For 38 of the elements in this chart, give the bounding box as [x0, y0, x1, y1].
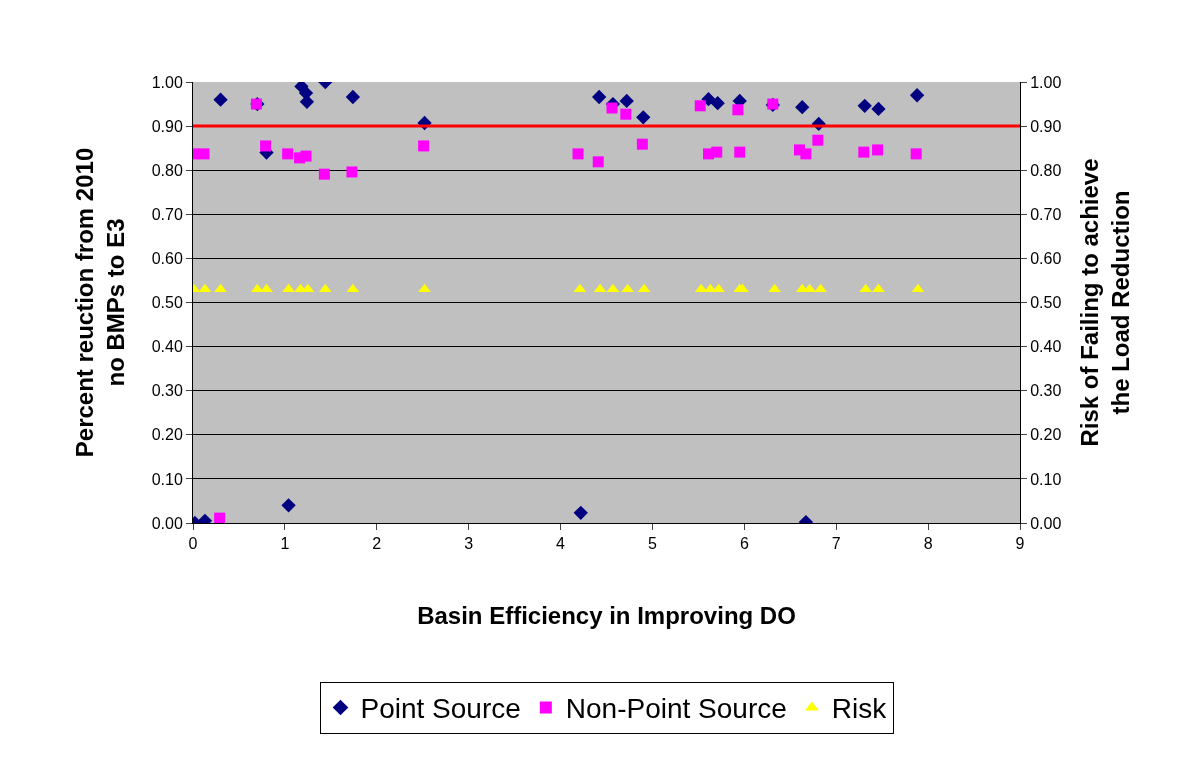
x-tick-label: 4	[556, 535, 566, 553]
y-tick-label: 0.50	[151, 294, 183, 312]
y2-tick-label: 0.50	[1030, 294, 1062, 312]
y2-tick-label: 0.10	[1030, 470, 1062, 488]
y-tick-label: 0.90	[151, 117, 183, 135]
x-tick-label: 5	[647, 535, 657, 553]
y-tick-label: 0.00	[151, 514, 183, 532]
y2-tick-label: 0.80	[1030, 161, 1062, 179]
y2-tick-label: 0.30	[1030, 382, 1062, 400]
y2-axis-title: Risk of Failing to achieve the Load Reduction	[1075, 158, 1134, 447]
y-tick-label: 0.10	[151, 470, 183, 488]
x-tick-label: 2	[372, 535, 382, 553]
y2-tick-label: 0.20	[1030, 426, 1062, 444]
x-tick-label: 3	[464, 535, 474, 553]
x-tick-label: 1	[280, 535, 290, 553]
y2-tick-label: 1.00	[1030, 73, 1062, 91]
y-tick-label: 0.40	[151, 338, 183, 356]
legend-label: Point Source	[360, 693, 521, 725]
y2-tick-label: 0.60	[1030, 250, 1062, 267]
x-tick-label: 7	[831, 535, 841, 553]
y-tick-label: 0.60	[151, 250, 183, 267]
y-tick-label: 1.00	[151, 73, 183, 91]
x-tick-label: 8	[923, 535, 933, 553]
y-tick-label: 0.80	[151, 161, 183, 179]
y2-tick-label: 0.00	[1030, 514, 1062, 532]
x-axis-title: Basin Efficiency in Improving DO	[417, 601, 796, 629]
x-tick-label: 6	[739, 535, 749, 553]
x-tick-label: 9	[1015, 535, 1025, 553]
legend-label: Non-Point Source	[565, 693, 787, 725]
x-tick-label: 0	[188, 535, 198, 553]
y2-tick-label: 0.70	[1030, 205, 1062, 223]
y-tick-label: 0.20	[151, 426, 183, 444]
y-tick-label: 0.70	[151, 205, 183, 223]
y2-tick-label: 0.90	[1030, 117, 1062, 135]
legend-label: Risk	[831, 693, 888, 725]
y2-tick-label: 0.40	[1030, 338, 1062, 356]
y-tick-label: 0.30	[151, 382, 183, 400]
y-axis-title: Percent reuction from 2010 no BMPs to E3	[70, 147, 129, 458]
